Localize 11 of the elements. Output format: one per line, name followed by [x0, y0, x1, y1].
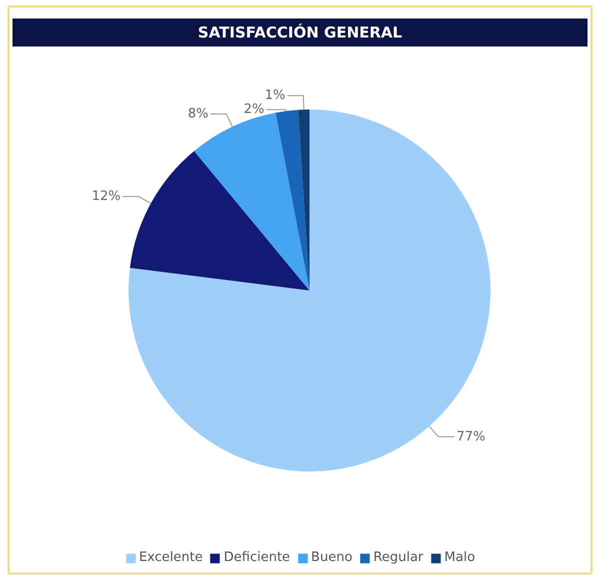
data-label: 1% [264, 88, 286, 104]
legend-label: Deficiente [224, 550, 290, 565]
legend-label: Malo [444, 550, 476, 565]
data-label: 12% [92, 189, 121, 204]
legend-label: Bueno [311, 550, 352, 565]
chart-title: SATISFACCIÓN GENERAL [198, 24, 403, 42]
legend-label: Excelente [138, 550, 203, 565]
data-label: 77% [456, 429, 486, 444]
data-label: 2% [244, 102, 264, 118]
legend-label: Regular [373, 550, 424, 565]
data-label: 8% [188, 106, 208, 122]
